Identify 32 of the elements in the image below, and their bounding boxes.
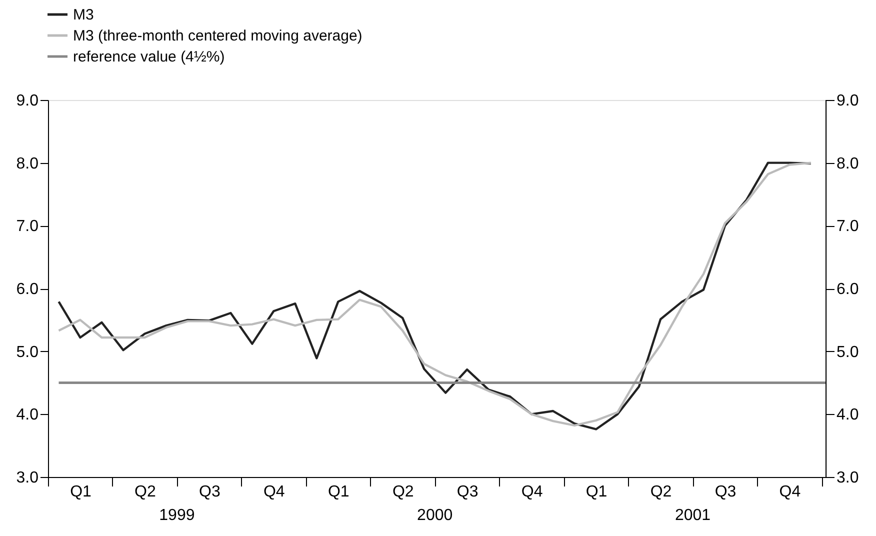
x-tick-label: Q2 <box>650 484 672 500</box>
y2-tick-label: 8.0 <box>836 155 859 172</box>
y-tick-label: 5.0 <box>16 344 39 361</box>
y-tick-label: 7.0 <box>16 218 39 236</box>
y2-tick-label: 3.0 <box>836 470 859 486</box>
y-tick-label: 4.0 <box>16 406 39 424</box>
x-tick-label: Q1 <box>70 484 92 500</box>
x-tick-label: Q1 <box>586 484 608 500</box>
y2-tick-label: 7.0 <box>836 218 859 236</box>
x-tick-label: Q1 <box>328 484 350 500</box>
x-tick-label: Q4 <box>263 484 285 500</box>
text: 2000 <box>417 507 453 524</box>
x-tick-label: Q2 <box>134 484 156 500</box>
y2-tick-label: 6.0 <box>836 281 859 298</box>
y2-tick-label: 9.0 <box>836 92 859 110</box>
x-tick-label: Q4 <box>521 484 543 500</box>
y-tick-label: 3.0 <box>16 470 39 486</box>
y-tick-label: 8.0 <box>16 155 39 172</box>
y2-tick-label: 4.0 <box>836 406 859 424</box>
x-tick-label: Q3 <box>456 484 478 500</box>
x-tick-label: Q2 <box>392 484 414 500</box>
legend-label: M3 <box>73 6 94 24</box>
y-tick-label: 9.0 <box>16 92 39 110</box>
text: 2001 <box>674 507 711 524</box>
text: 1999 <box>159 507 195 524</box>
y-tick-label: 6.0 <box>16 281 39 298</box>
x-tick-label: Q3 <box>714 484 736 500</box>
legend-label: M3 (three-month centered moving average) <box>73 28 362 44</box>
x-tick-label: Q3 <box>199 484 220 500</box>
y2-tick-label: 5.0 <box>836 344 859 361</box>
x-tick-label: Q4 <box>779 484 801 500</box>
legend-label: reference value (4½%) <box>73 48 225 66</box>
